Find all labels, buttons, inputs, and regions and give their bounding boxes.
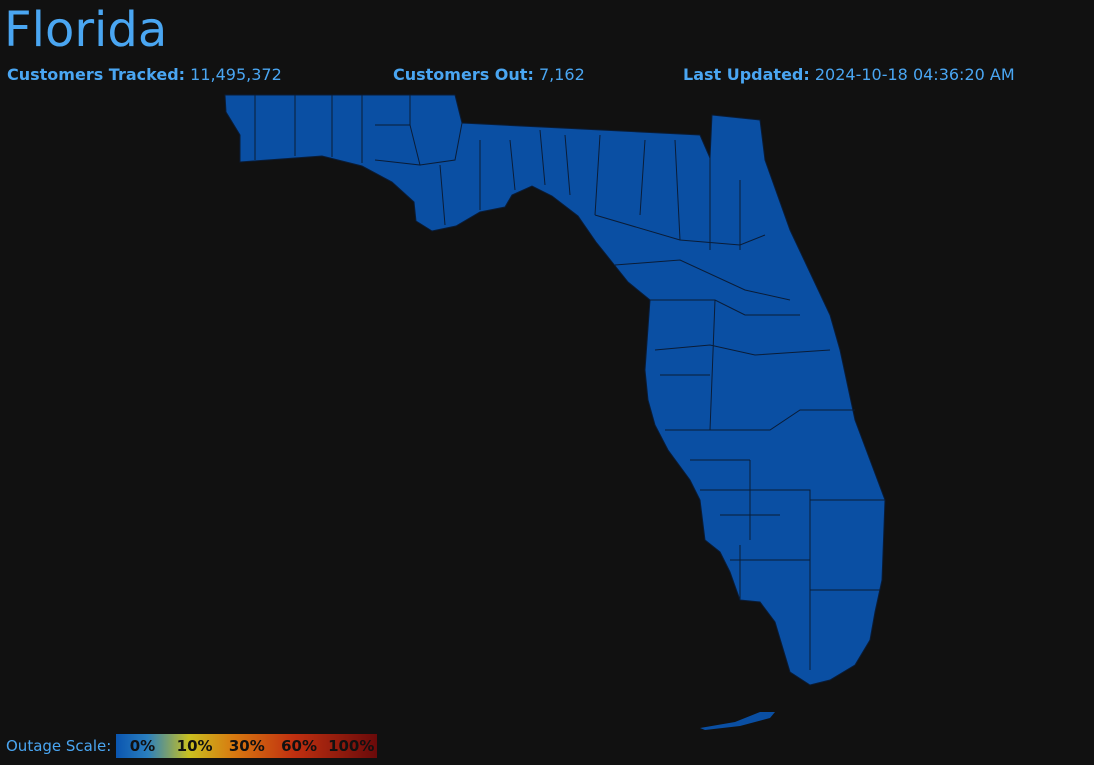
stat-updated: Last Updated: 2024-10-18 04:36:20 AM: [683, 65, 1015, 85]
legend-scale: 0% 10% 30% 60% 100%: [116, 734, 378, 758]
stat-out: Customers Out: 7,162: [393, 65, 585, 85]
florida-keys: [700, 712, 775, 730]
florida-outline: [224, 94, 886, 686]
stat-label: Customers Out:: [393, 65, 534, 84]
legend-label: 10%: [176, 737, 213, 755]
county-lines: [254, 95, 885, 670]
stat-tracked: Customers Tracked: 11,495,372: [7, 65, 282, 85]
legend-title: Outage Scale:: [6, 737, 112, 755]
legend-label: 0%: [129, 737, 156, 755]
legend: Outage Scale: 0% 10% 30% 60% 100%: [6, 734, 378, 758]
stat-value: 11,495,372: [190, 65, 282, 84]
stat-label: Last Updated:: [683, 65, 810, 84]
stat-value: 2024-10-18 04:36:20 AM: [814, 65, 1015, 84]
legend-label: 100%: [328, 737, 375, 755]
page-title: Florida: [4, 2, 168, 58]
legend-label: 60%: [281, 737, 317, 755]
stat-label: Customers Tracked:: [7, 65, 186, 84]
stat-value: 7,162: [538, 65, 585, 84]
legend-label: 30%: [228, 737, 265, 755]
